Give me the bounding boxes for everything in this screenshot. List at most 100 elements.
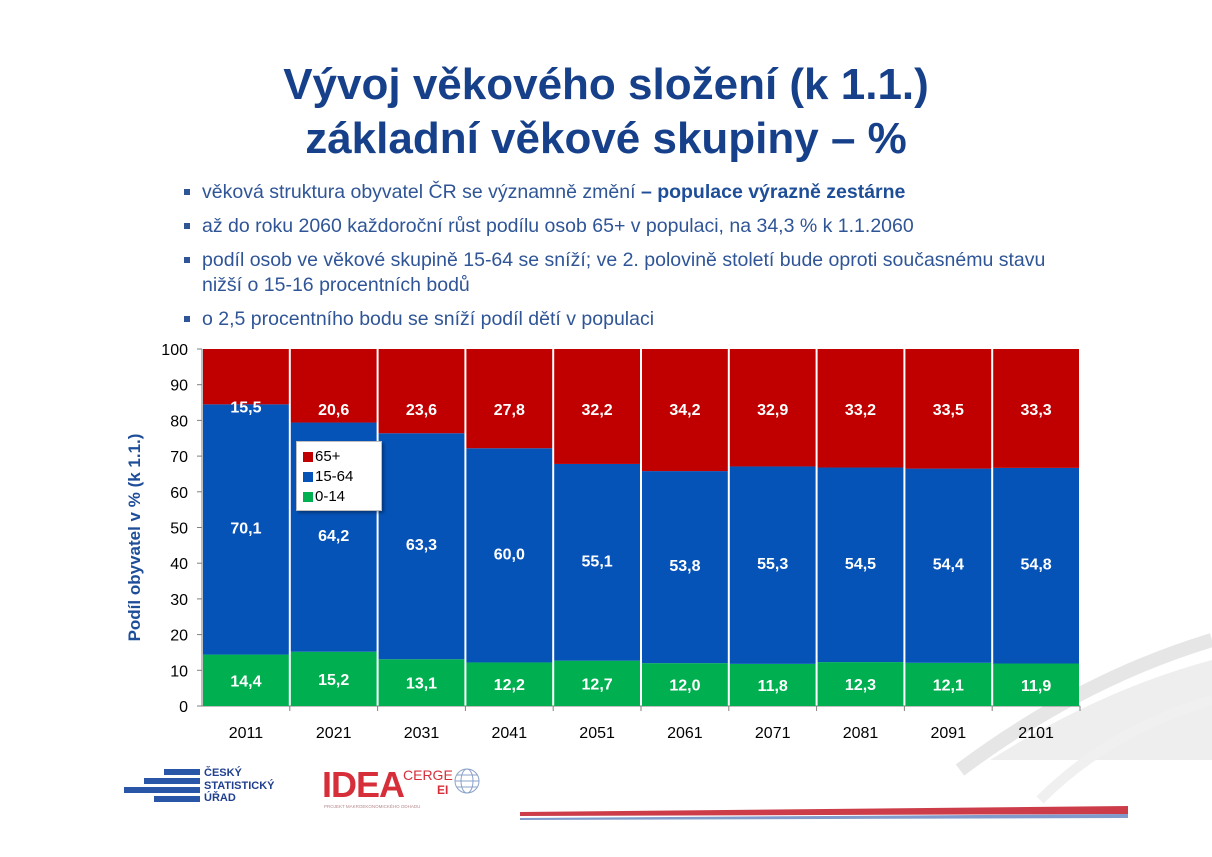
legend-label: 65+ (315, 448, 341, 465)
bar-segment-0-14 (290, 651, 377, 706)
y-tick-label: 10 (170, 663, 188, 680)
csu-logo-bar (124, 787, 200, 793)
bullet-square-icon (184, 316, 190, 322)
bar-segment-15-64 (905, 468, 992, 663)
idea-logo: IDEA CERGE EI PROJEKT MAKROEKONOMICKÉHO … (322, 764, 492, 814)
bullet-text: věková struktura obyvatel ČR se významně… (202, 181, 641, 203)
data-label-0-14: 11,8 (758, 678, 788, 695)
bar-segment-15-64 (729, 466, 816, 664)
data-label-0-14: 11,9 (1021, 678, 1051, 695)
data-label-15-64: 54,8 (1021, 557, 1052, 574)
idea-cerge-text: CERGE (403, 767, 453, 783)
y-axis-title: Podíl obyvatel v % (k 1.1.) (125, 434, 144, 642)
y-tick-label: 90 (170, 378, 188, 395)
bullet-square-icon (184, 223, 190, 229)
data-label-65plus: 34,2 (669, 402, 700, 419)
bullet-item: až do roku 2060 každoroční růst podílu o… (182, 214, 1082, 239)
legend-swatch-15-64 (303, 472, 313, 482)
bar-segment-0-14 (817, 662, 904, 706)
legend-item-15-64: 15-64 (303, 468, 353, 486)
x-tick-label: 2061 (667, 725, 703, 742)
bar-segment-15-64 (203, 404, 289, 655)
bar-segment-15-64 (817, 467, 904, 663)
data-label-0-14: 12,2 (494, 677, 525, 694)
y-tick-label: 40 (170, 556, 188, 573)
bar-segment-65plus (466, 349, 553, 449)
y-tick-label: 50 (170, 521, 188, 538)
data-label-15-64: 55,1 (582, 553, 613, 570)
data-label-15-64: 54,4 (933, 557, 964, 574)
legend-item-65plus: 65+ (303, 448, 341, 466)
bar-segment-15-64 (993, 467, 1079, 664)
data-label-15-64: 64,2 (318, 528, 349, 545)
x-tick-label: 2081 (843, 725, 879, 742)
x-tick-label: 2071 (755, 725, 791, 742)
bar-segment-15-64 (378, 433, 465, 660)
data-label-65plus: 15,5 (230, 400, 261, 417)
bar-segment-65plus (905, 349, 992, 469)
y-tick-label: 70 (170, 449, 188, 466)
data-label-65plus: 20,6 (318, 402, 349, 419)
bar-segment-15-64 (642, 471, 728, 664)
x-tick-label: 2041 (492, 725, 528, 742)
data-label-65plus: 33,3 (1021, 402, 1052, 419)
bar-segment-65plus (817, 349, 904, 468)
legend-item-0-14: 0-14 (303, 488, 346, 506)
x-tick-label: 2101 (1018, 725, 1054, 742)
bullet-text: podíl osob ve věkové skupině 15-64 se sn… (202, 249, 1046, 296)
csu-logo: ČESKÝ STATISTICKÝ ÚŘAD (124, 765, 284, 811)
data-label-15-64: 54,5 (845, 556, 876, 573)
y-tick-label: 20 (170, 628, 188, 645)
data-label-0-14: 12,3 (845, 677, 876, 694)
globe-icon (454, 768, 480, 794)
data-label-65plus: 27,8 (494, 402, 525, 419)
x-tick-label: 2031 (404, 725, 440, 742)
data-label-65plus: 32,9 (757, 402, 788, 419)
data-label-0-14: 12,0 (669, 678, 700, 695)
bullet-item: věková struktura obyvatel ČR se významně… (182, 180, 1082, 205)
bullet-square-icon (184, 257, 190, 263)
bar-segment-0-14 (554, 660, 640, 706)
data-label-65plus: 33,5 (933, 402, 964, 419)
legend-swatch-0-14 (303, 492, 313, 502)
bullet-list: věková struktura obyvatel ČR se významně… (182, 180, 1082, 341)
y-tick-label: 0 (179, 699, 188, 716)
data-label-0-14: 15,2 (318, 672, 349, 689)
bar-segment-65plus (642, 349, 728, 472)
bar-segment-65plus (554, 349, 640, 464)
y-tick-label: 100 (161, 342, 188, 359)
bullet-item: o 2,5 procentního bodu se sníží podíl dě… (182, 307, 1082, 332)
bar-segment-0-14 (466, 662, 553, 706)
bar-segment-65plus (290, 349, 377, 423)
csu-logo-bar (154, 796, 200, 802)
bullet-bold-text: – populace výrazně zestárne (640, 181, 906, 203)
legend-swatch-65plus (303, 452, 313, 462)
csu-logo-bar (144, 778, 200, 784)
bullet-text: až do roku 2060 každoroční růst podílu o… (202, 215, 914, 237)
data-label-15-64: 53,8 (669, 558, 700, 575)
x-tick-label: 2021 (316, 725, 352, 742)
data-label-0-14: 12,1 (933, 677, 964, 694)
bullet-square-icon (184, 189, 190, 195)
data-label-15-64: 55,3 (757, 556, 788, 573)
idea-ei-text: EI (437, 783, 449, 797)
data-label-15-64: 70,1 (230, 520, 261, 537)
bar-segment-15-64 (466, 448, 553, 663)
bar-segment-65plus (993, 349, 1079, 468)
slide-title: Vývoj věkového složení (k 1.1.) základní… (0, 58, 1212, 166)
data-label-65plus: 33,2 (845, 402, 876, 419)
bullet-item: podíl osob ve věkové skupině 15-64 se sn… (182, 248, 1082, 298)
legend-label: 0-14 (315, 488, 346, 505)
data-label-0-14: 14,4 (230, 673, 261, 690)
y-tick-label: 60 (170, 485, 188, 502)
bar-segment-0-14 (993, 663, 1079, 706)
y-tick-label: 80 (170, 413, 188, 430)
data-label-65plus: 32,2 (582, 402, 613, 419)
data-label-15-64: 60,0 (494, 546, 525, 563)
bar-segment-65plus (729, 349, 816, 467)
x-tick-label: 2091 (931, 725, 967, 742)
bar-segment-15-64 (554, 463, 640, 661)
y-tick-label: 30 (170, 592, 188, 609)
